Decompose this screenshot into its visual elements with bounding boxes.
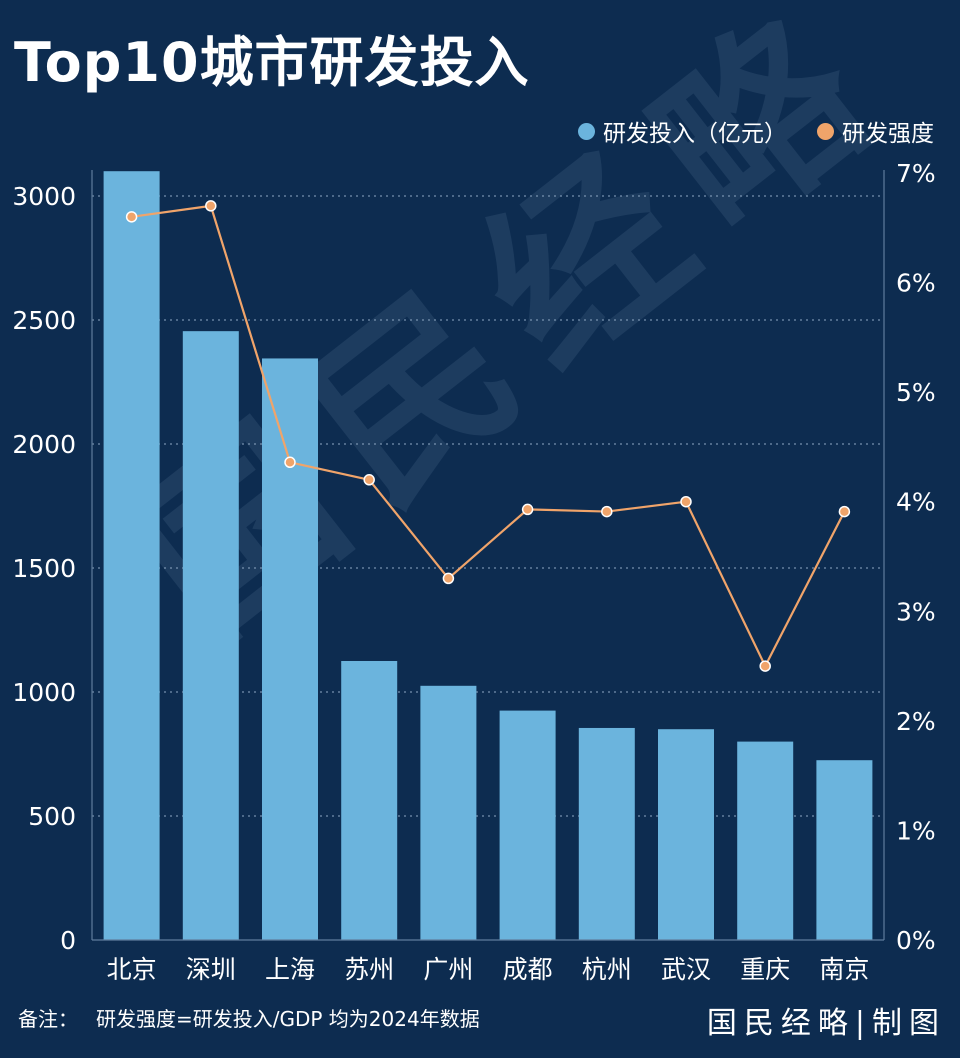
footnote: 备注： 研发强度=研发投入/GDP 均为2024年数据	[18, 1003, 480, 1032]
intensity-point-苏州	[363, 474, 375, 486]
legend-item-line: 研发强度	[817, 114, 934, 148]
y-right-tick-label: 3%	[896, 597, 936, 626]
intensity-point-杭州	[601, 505, 613, 518]
y-right-tick-label: 4%	[896, 488, 936, 517]
x-tick-label: 北京	[107, 955, 157, 984]
legend-line-label: 研发强度	[842, 121, 934, 147]
legend-line-marker	[817, 122, 834, 140]
intensity-point-上海	[284, 456, 296, 469]
bar-杭州	[578, 727, 635, 940]
bar-苏州	[341, 661, 398, 940]
bar-北京	[103, 171, 160, 940]
y-right-tick-label: 0%	[896, 926, 936, 955]
intensity-point-南京	[838, 505, 851, 518]
intensity-point-深圳	[205, 200, 217, 212]
y-left-tick-label: 0	[60, 926, 76, 955]
footnote-label: 备注：	[18, 1007, 78, 1031]
y-right-tick-label: 2%	[896, 707, 936, 736]
x-tick-label: 南京	[819, 955, 869, 984]
x-tick-label: 重庆	[740, 955, 790, 984]
y-right-tick-label: 7%	[896, 159, 936, 188]
y-right-tick-label: 1%	[896, 816, 936, 845]
x-tick-label: 深圳	[186, 955, 236, 984]
footnote-text: 研发强度=研发投入/GDP 均为2024年数据	[96, 1007, 480, 1031]
bar-深圳	[182, 331, 239, 940]
y-left-tick-label: 2500	[12, 306, 76, 335]
y-right-tick-label: 6%	[896, 269, 936, 298]
intensity-point-重庆	[759, 660, 771, 672]
y-right-tick-label: 5%	[896, 378, 936, 407]
x-tick-label: 广州	[423, 955, 473, 984]
intensity-line	[131, 204, 846, 668]
x-tick-label: 武汉	[661, 955, 711, 984]
legend-bar-label: 研发投入（亿元）	[603, 121, 787, 147]
x-tick-label: 上海	[265, 955, 315, 984]
intensity-point-北京	[125, 211, 138, 223]
page-title: Top10城市研发投入	[14, 31, 530, 94]
bar-武汉	[658, 729, 714, 940]
intensity-point-成都	[521, 503, 534, 516]
brand-credit: 国民经略|制图	[706, 1006, 946, 1041]
y-left-tick-label: 1500	[12, 554, 76, 583]
bar-成都	[499, 710, 556, 940]
legend-item-bar: 研发投入（亿元）	[578, 114, 787, 148]
bar-南京	[816, 760, 873, 940]
x-tick-label: 杭州	[582, 955, 632, 984]
legend-bar-marker	[578, 122, 595, 140]
legend: 研发投入（亿元） 研发强度	[578, 114, 934, 148]
intensity-point-广州	[442, 572, 455, 585]
y-left-tick-label: 3000	[12, 182, 76, 211]
bar-广州	[420, 685, 477, 940]
y-left-tick-label: 2000	[12, 430, 76, 459]
bar-重庆	[737, 741, 794, 940]
x-tick-label: 成都	[503, 955, 553, 984]
intensity-point-武汉	[680, 495, 692, 508]
y-left-tick-label: 500	[28, 802, 76, 831]
bar-上海	[262, 358, 318, 940]
y-left-tick-label: 1000	[12, 678, 76, 707]
x-tick-label: 苏州	[344, 955, 394, 984]
